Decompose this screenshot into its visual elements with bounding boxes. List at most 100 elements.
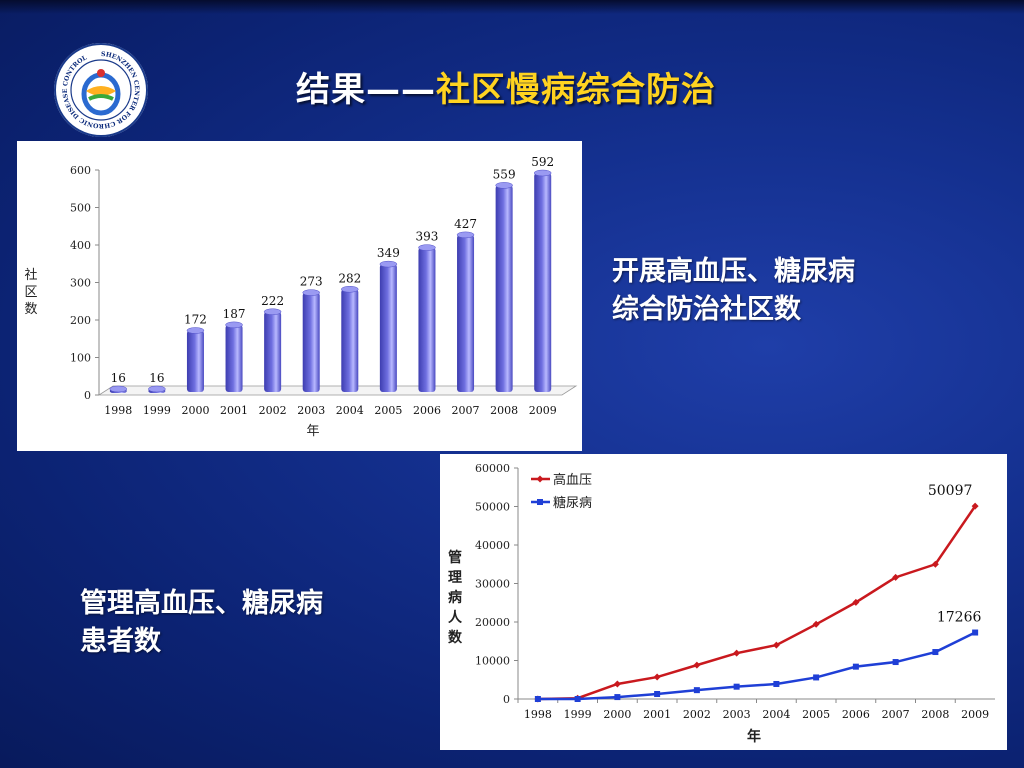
hypertension-point	[653, 673, 661, 681]
x-tick-label: 2002	[683, 708, 711, 721]
hypertension-annotation: 50097	[928, 483, 973, 499]
bar-top	[341, 286, 359, 293]
y-axis-label-char: 数	[24, 302, 37, 317]
diabetes-line	[537, 631, 976, 701]
bar	[457, 234, 475, 392]
x-tick-label: 2008	[921, 708, 949, 721]
x-tick-label: 2008	[490, 404, 518, 417]
hypertension-line	[537, 505, 977, 701]
hypertension-point	[971, 502, 979, 510]
x-tick-label: 2002	[259, 404, 287, 417]
y-axis-label-char: 人	[448, 609, 463, 626]
legend-marker	[537, 499, 543, 505]
y-tick-label: 40000	[475, 539, 510, 552]
diabetes-point	[574, 696, 581, 702]
hypertension-point	[892, 573, 900, 581]
bar	[379, 264, 397, 392]
bar-data-label: 592	[531, 155, 554, 169]
x-tick-label: 2001	[220, 404, 248, 417]
legend-label: 高血压	[553, 472, 592, 488]
bar-data-label: 559	[493, 167, 516, 181]
hypertension-point	[812, 620, 820, 628]
caption-community-line2: 综合防治社区数	[612, 294, 801, 325]
x-tick-label: 1998	[524, 708, 552, 721]
community-count-chart: 0 100 200 300 400 500 600 社区数年 16 1998 16 1999 172 20…	[17, 141, 582, 451]
bar-top	[533, 169, 552, 177]
bar-top	[302, 289, 320, 296]
bar-data-label: 282	[338, 271, 361, 285]
y-tick-label: 0	[503, 693, 510, 706]
bar	[534, 173, 552, 392]
top-band	[0, 0, 1024, 14]
diabetes-point	[813, 674, 820, 681]
y-tick-label: 200	[70, 314, 91, 327]
diabetes-point	[534, 696, 541, 702]
bar	[418, 247, 436, 392]
caption-patients-line2: 患者数	[80, 626, 161, 657]
diabetes-point	[733, 683, 740, 690]
x-tick-label: 2001	[643, 708, 671, 721]
x-tick-label: 2007	[882, 708, 910, 721]
bar	[495, 185, 513, 392]
y-axis-label-char: 区	[24, 285, 37, 300]
diabetes-point	[654, 690, 661, 697]
bar	[225, 324, 243, 392]
x-tick-label: 2009	[529, 404, 557, 417]
hypertension-point	[693, 661, 701, 669]
bar-top	[495, 182, 513, 189]
bar-data-label: 393	[416, 230, 439, 244]
bar-data-label: 16	[149, 371, 164, 385]
y-tick-label: 400	[70, 239, 91, 252]
y-axis-label-char: 理	[448, 570, 462, 586]
bar	[186, 330, 204, 392]
bar-top	[379, 260, 398, 268]
y-tick-label: 50000	[475, 501, 510, 514]
bar-data-label: 349	[377, 246, 400, 260]
chart-floor	[97, 385, 578, 396]
x-axis-label: 年	[747, 728, 761, 745]
slide-title: 结果——社区慢病综合防治	[296, 62, 716, 111]
y-tick-label: 30000	[475, 578, 510, 591]
legend-label: 糖尿病	[553, 495, 592, 511]
legend-marker	[536, 475, 544, 483]
hypertension-point	[733, 649, 741, 657]
title-highlight: 社区慢病综合防治	[436, 70, 716, 110]
y-axis-label-char: 病	[448, 589, 462, 606]
diabetes-point	[614, 694, 621, 701]
diabetes-annotation: 17266	[937, 610, 982, 626]
x-axis-label: 年	[306, 424, 319, 439]
bar-top	[418, 244, 436, 251]
bar	[302, 292, 320, 392]
y-tick-label: 300	[70, 277, 91, 290]
bar-top	[456, 231, 475, 239]
y-axis-label-char: 社	[24, 267, 37, 283]
y-tick-label: 20000	[475, 616, 510, 629]
diabetes-point	[892, 659, 899, 666]
bar-data-label: 222	[261, 294, 284, 308]
bar	[264, 311, 282, 392]
x-tick-label: 2005	[374, 404, 402, 417]
bar-top	[109, 385, 128, 393]
bar-top	[263, 308, 282, 315]
caption-patients: 管理高血压、糖尿病 患者数	[80, 585, 323, 661]
x-tick-label: 1999	[143, 404, 171, 417]
x-tick-label: 2000	[181, 404, 209, 417]
y-axis-label-char: 管	[448, 549, 462, 566]
caption-patients-line1: 管理高血压、糖尿病	[80, 588, 323, 619]
title-prefix: 结果——	[296, 70, 436, 110]
y-tick-label: 0	[84, 389, 91, 402]
caption-community-line1: 开展高血压、糖尿病	[612, 256, 855, 287]
hypertension-point	[613, 680, 621, 688]
caption-community: 开展高血压、糖尿病 综合防治社区数	[612, 253, 855, 329]
diabetes-point	[972, 629, 979, 636]
diabetes-point	[932, 649, 939, 656]
diabetes-point	[852, 663, 859, 670]
diabetes-point	[773, 680, 780, 687]
hypertension-point	[931, 560, 939, 568]
x-tick-label: 2006	[413, 404, 441, 417]
y-tick-label: 60000	[475, 462, 510, 475]
x-tick-label: 2004	[336, 404, 364, 417]
x-tick-label: 2007	[452, 404, 480, 417]
